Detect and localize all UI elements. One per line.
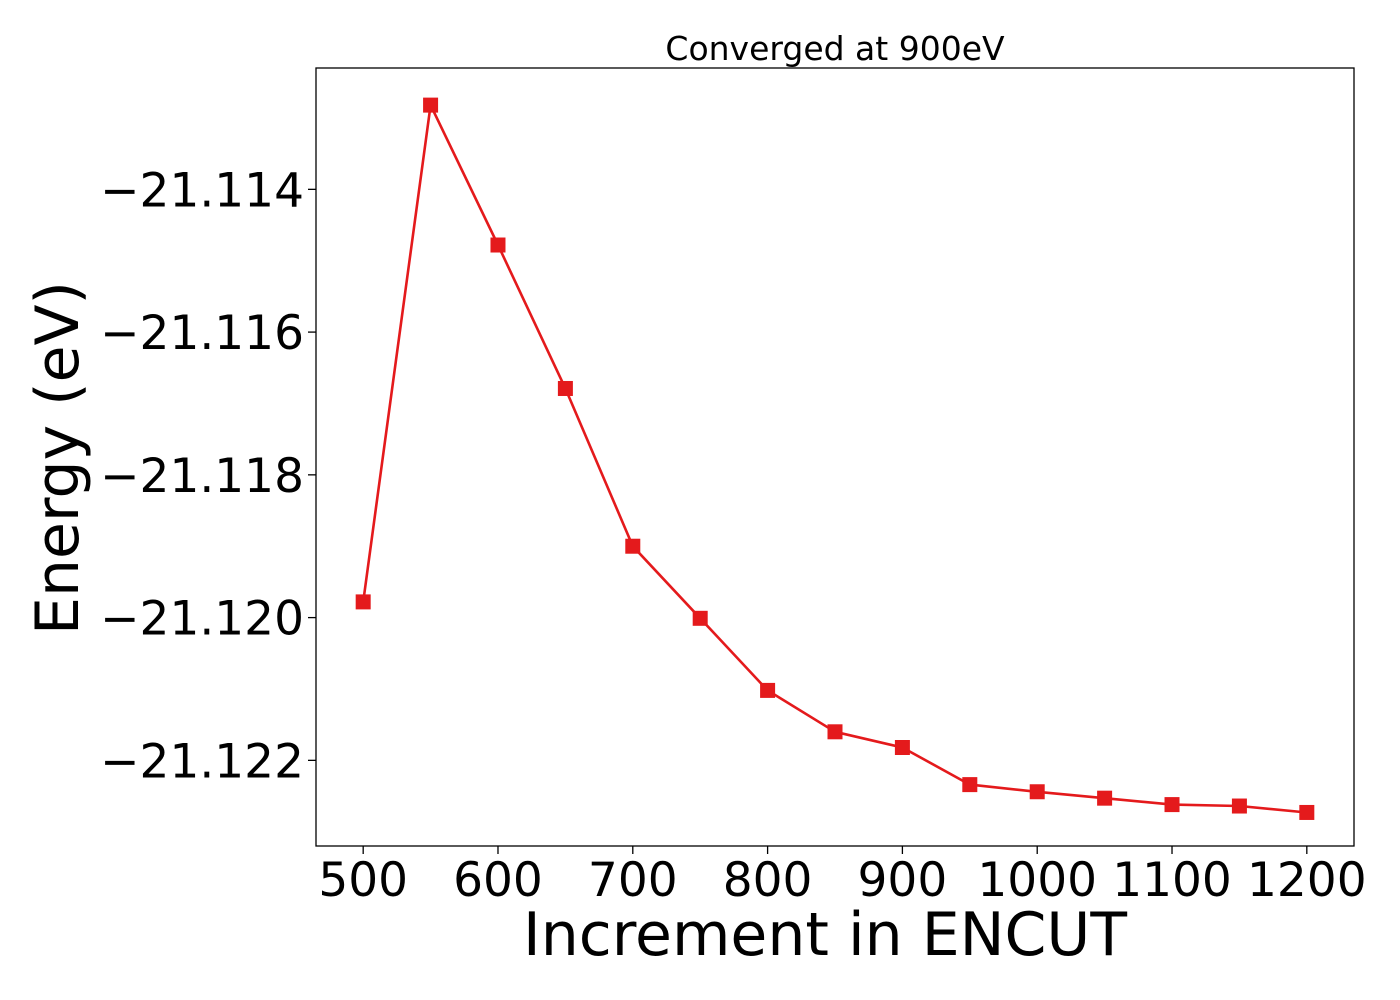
y-tick-label: −21.116 — [100, 306, 304, 361]
plot-area-frame — [315, 67, 1355, 847]
series-layer — [355, 97, 1315, 820]
y-axis: −21.114 −21.116 −21.118 −21.120 −21.122 — [100, 163, 316, 789]
y-tick-label: −21.114 — [100, 163, 304, 218]
chart-title: Converged at 900eV — [665, 29, 1005, 68]
data-point-marker — [1299, 804, 1315, 820]
data-point-marker — [1164, 797, 1180, 813]
data-point-marker — [1231, 798, 1247, 814]
y-tick-label: −21.120 — [100, 592, 304, 647]
x-tick-label: 1200 — [1247, 853, 1367, 908]
data-point-marker — [557, 380, 573, 396]
x-tick-label: 800 — [723, 853, 813, 908]
data-point-marker — [490, 237, 506, 253]
x-axis-label: Increment in ENCUT — [523, 900, 1127, 970]
data-point-marker — [760, 682, 776, 698]
x-axis: 500 600 700 800 900 1000 1100 1200 — [318, 846, 1367, 908]
data-point-marker — [894, 740, 910, 756]
data-point-marker — [423, 97, 439, 113]
series-line — [361, 103, 1307, 814]
data-point-marker — [692, 610, 708, 626]
x-tick-label: 700 — [588, 853, 678, 908]
data-point-marker — [1097, 790, 1113, 806]
y-tick-label: −21.122 — [100, 734, 304, 789]
y-axis-label: Energy (eV) — [23, 281, 93, 635]
y-tick-label: −21.118 — [100, 449, 304, 504]
x-tick-label: 600 — [453, 853, 543, 908]
data-point-marker — [355, 594, 371, 610]
data-point-marker — [962, 777, 978, 793]
data-point-marker — [625, 538, 641, 554]
x-tick-label: 1100 — [1112, 853, 1232, 908]
x-tick-label: 500 — [318, 853, 408, 908]
data-point-marker — [827, 724, 843, 740]
data-point-marker — [1029, 784, 1045, 800]
x-tick-label: 900 — [858, 853, 948, 908]
x-tick-label: 1000 — [977, 853, 1097, 908]
